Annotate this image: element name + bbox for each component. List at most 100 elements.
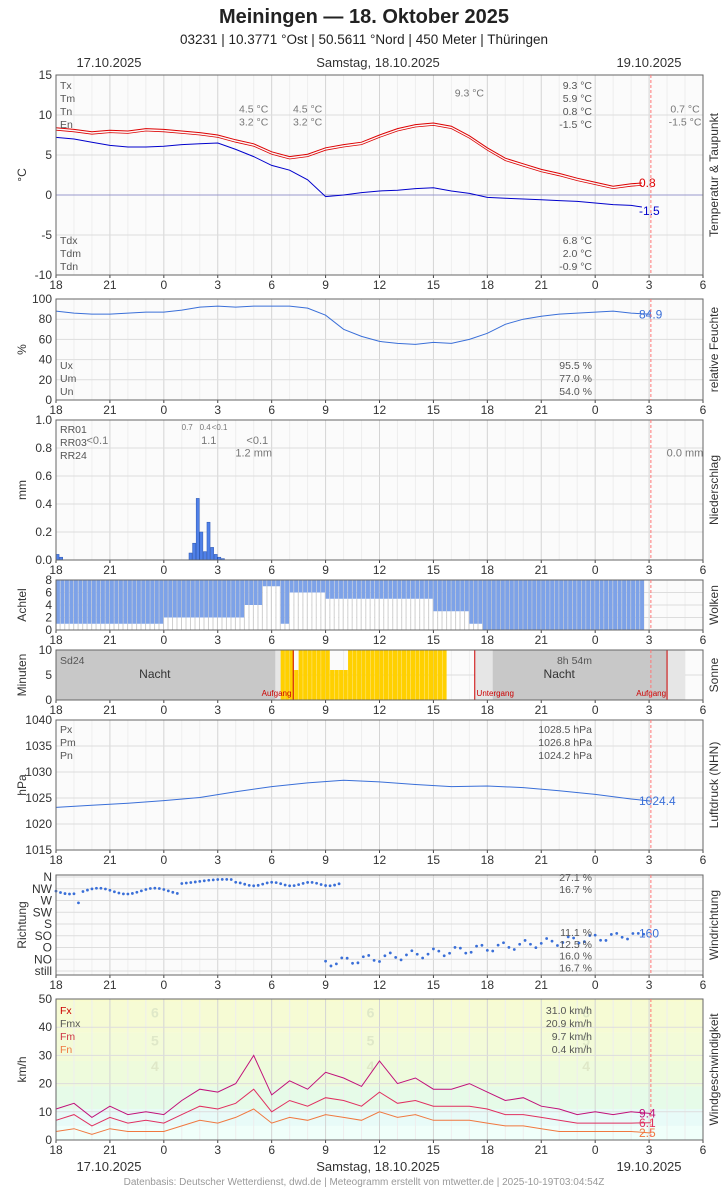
beaufort-label: 5: [151, 1033, 159, 1049]
wind-direction-dot: [609, 933, 613, 936]
x-tick-label: 15: [427, 1143, 441, 1157]
x-tick-label: 6: [700, 278, 707, 292]
sun-bar: [321, 650, 326, 700]
cloud-bar: [581, 580, 586, 630]
wind-direction-dot: [464, 951, 468, 955]
x-tick-label: 6: [268, 633, 275, 647]
x-tick-label: 21: [535, 853, 549, 867]
cloud-bar: [330, 580, 334, 599]
wind-direction-end-label: 160: [639, 926, 659, 940]
wind-direction-dot: [252, 884, 256, 888]
wind-direction-dot: [72, 892, 76, 896]
wind-direction-dot: [104, 887, 107, 891]
humidity-stat-label: Ux: [60, 360, 74, 372]
wind-direction-dot: [270, 880, 274, 884]
x-tick-label: 3: [646, 278, 653, 292]
x-tick-label: 0: [592, 278, 599, 292]
side-label: relative Feuchte: [707, 306, 721, 392]
side-label: Sonne: [707, 657, 721, 692]
x-tick-label: 6: [268, 703, 275, 717]
x-tick-label: 21: [535, 703, 549, 717]
y-tick-label: 0: [45, 693, 52, 707]
wind-direction-dot: [216, 878, 220, 881]
wind-direction-dot: [166, 889, 170, 893]
wind-speed-stat-label: Fm: [60, 1031, 75, 1043]
sun-bar: [285, 650, 290, 700]
x-tick-label: 3: [646, 633, 653, 647]
y-tick-label: -10: [35, 268, 53, 282]
wind-direction-dot: [265, 881, 269, 885]
x-tick-label: 0: [592, 703, 599, 717]
y-tick-label: 0: [45, 623, 52, 637]
sun-bar: [442, 650, 447, 700]
x-tick-label: 21: [103, 978, 117, 992]
sun-bar: [298, 650, 303, 700]
cloud-bar: [303, 580, 308, 593]
beaufort-label: 6: [582, 1004, 590, 1020]
temp-stat-value: 0.8 °C: [563, 106, 593, 118]
wind-direction-dot: [220, 877, 224, 881]
pressure-stat-label: Pn: [60, 750, 73, 762]
cloud-bar: [437, 580, 442, 612]
temp-line-min: [55, 124, 642, 190]
x-tick-label: 21: [103, 633, 117, 647]
wind-direction-dot: [631, 932, 635, 935]
y-axis-label: Minuten: [15, 654, 29, 697]
cloud-bar: [249, 580, 254, 605]
cloud-bar: [536, 580, 541, 630]
wind-speed-stat-value: 0.4 km/h: [552, 1044, 592, 1056]
cloud-bar: [91, 580, 96, 624]
cloud-bar: [186, 580, 191, 618]
cloud-bar: [392, 580, 397, 599]
wind-direction-dot: [405, 953, 408, 957]
sun-bar: [424, 650, 429, 700]
beaufort-label: 6: [367, 1004, 375, 1020]
date-right: 19.10.2025: [616, 55, 681, 70]
x-tick-label: 21: [535, 563, 549, 577]
temp-annotation: 9.3 °C: [455, 88, 485, 100]
cloud-bar: [168, 580, 173, 618]
wind-direction-dot: [297, 883, 301, 887]
wind-speed-line: [55, 1054, 651, 1119]
wind-direction-dot: [207, 878, 211, 882]
footer-credits: Datenbasis: Deutscher Wetterdienst, dwd.…: [124, 1177, 605, 1188]
wind-direction-dot: [588, 934, 592, 937]
cloud-bar: [217, 580, 222, 618]
date-right-bottom: 19.10.2025: [616, 1159, 681, 1174]
y-tick-label: 0.0: [35, 553, 52, 567]
panel-border: [55, 874, 704, 976]
x-tick-label: 12: [373, 853, 387, 867]
cloud-bar: [114, 580, 119, 624]
x-tick-label: 18: [49, 1143, 63, 1157]
wind-direction-dot: [518, 942, 522, 946]
cloud-bar: [509, 580, 514, 630]
x-tick-label: 0: [160, 563, 167, 577]
cloud-bar: [262, 580, 267, 587]
cloud-bar: [325, 580, 330, 599]
panel-border: [55, 579, 704, 631]
cloud-bar: [415, 580, 420, 599]
rain-bar: [192, 542, 196, 561]
x-tick-label: 18: [481, 978, 495, 992]
x-tick-label: 0: [592, 403, 599, 417]
cloud-bar: [451, 580, 456, 612]
cloud-bar: [572, 580, 577, 630]
sun-bar: [357, 650, 362, 700]
sun-bar: [334, 670, 339, 700]
wind-direction-dot: [545, 937, 549, 940]
y-tick-label: 10: [39, 108, 53, 122]
wind-direction-dot: [507, 945, 511, 949]
sun-bar: [343, 670, 348, 700]
cloud-bar: [64, 580, 69, 624]
wind-direction-dot: [361, 955, 365, 959]
cloud-bar: [145, 580, 150, 624]
twilight-3: [667, 650, 686, 700]
x-tick-label: 21: [103, 703, 117, 717]
pressure-stat-label: Pm: [60, 737, 76, 749]
cloud-bar: [195, 580, 200, 618]
wind-direction-dot: [238, 881, 242, 885]
wind-direction-dot: [148, 887, 152, 890]
cloud-bar: [307, 580, 312, 593]
wind-direction-dot: [410, 949, 414, 953]
x-tick-label: 0: [160, 853, 167, 867]
